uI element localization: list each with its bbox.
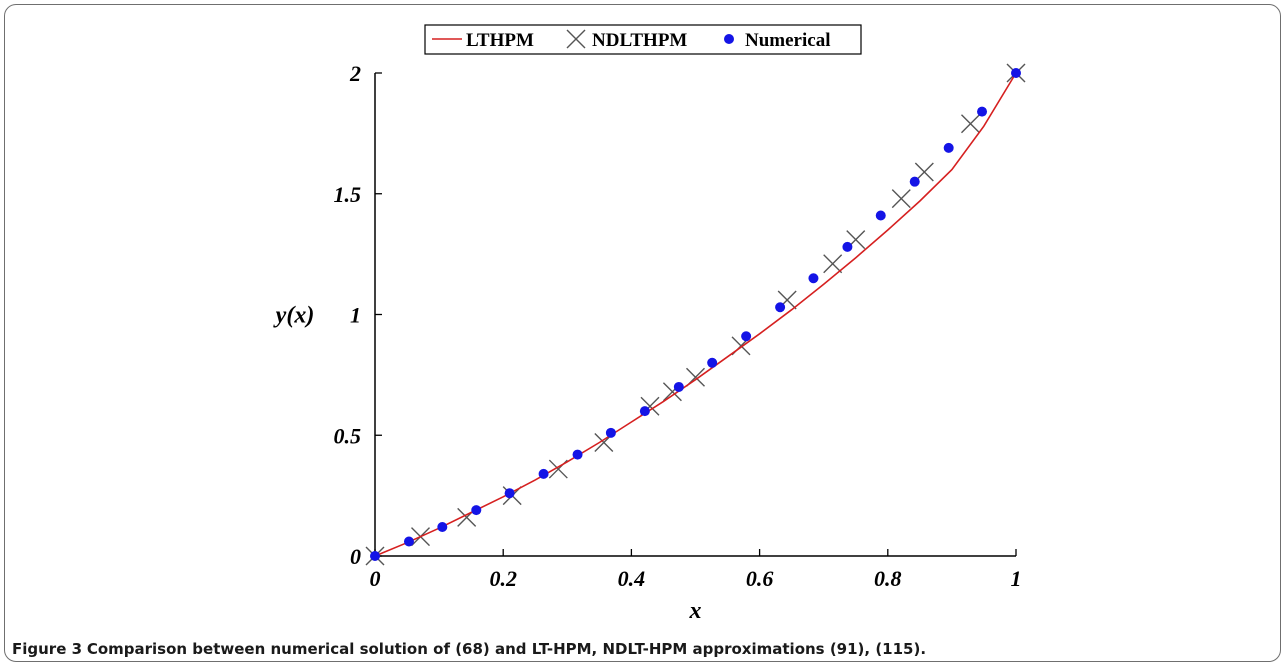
- chart-legend: LTHPM NDLTHPM Numerical: [424, 24, 862, 55]
- legend-point-swatch: [724, 34, 734, 44]
- ndlthpm-marker: [960, 114, 980, 134]
- series-numerical: [370, 68, 1021, 561]
- x-tick-label: 0.2: [489, 566, 517, 591]
- x-axis-label: x: [689, 598, 702, 624]
- lthpm-line: [374, 72, 1017, 557]
- numerical-point: [943, 142, 954, 153]
- figure-frame: [4, 4, 1281, 662]
- legend-label-ndlthpm: NDLTHPM: [592, 30, 687, 51]
- x-tick-label: 0.6: [746, 566, 774, 591]
- y-tick-label: 0: [350, 544, 361, 569]
- y-tick-label: 2: [349, 61, 361, 86]
- chart-series-layer: [365, 63, 1026, 566]
- x-tick-label: 1: [1011, 566, 1022, 591]
- numerical-point: [471, 505, 482, 516]
- numerical-point: [741, 331, 752, 342]
- numerical-point: [909, 176, 920, 187]
- ndlthpm-marker: [823, 254, 843, 274]
- numerical-point: [504, 488, 515, 499]
- legend-box: [424, 24, 862, 55]
- y-tick-label: 1: [350, 303, 361, 328]
- numerical-point: [572, 449, 583, 460]
- series-ndlthpm: [365, 63, 1026, 566]
- x-tick-label: 0: [370, 566, 381, 591]
- y-tick-label: 0.5: [334, 423, 362, 448]
- numerical-point: [605, 427, 616, 438]
- legend-label-numerical: Numerical: [745, 30, 830, 51]
- cross-stroke: [566, 29, 586, 49]
- legend-label-lthpm: LTHPM: [466, 30, 534, 51]
- chart-plot: 0 0.2 0.4 0.6 0.8 1 0 0.5 1 1.5 2 x y(x) LTHPM NDLTHP…: [273, 24, 1026, 624]
- numerical-point: [977, 106, 988, 117]
- series-lthpm: [374, 72, 1017, 557]
- cross-stroke: [823, 254, 843, 274]
- numerical-point: [538, 468, 549, 479]
- y-axis-label: y(x): [273, 303, 315, 329]
- numerical-point: [673, 381, 684, 392]
- ndlthpm-marker: [914, 162, 934, 182]
- x-tick-label: 0.4: [618, 566, 646, 591]
- numerical-point: [842, 241, 853, 252]
- numerical-point: [1011, 68, 1021, 78]
- numerical-point: [808, 273, 819, 284]
- numerical-point: [370, 551, 380, 561]
- numerical-point: [875, 210, 886, 221]
- numerical-point: [707, 357, 718, 368]
- ndlthpm-marker: [891, 189, 911, 209]
- cross-stroke: [891, 189, 911, 209]
- caption-label: Figure 3: [12, 640, 83, 658]
- numerical-point: [437, 522, 448, 533]
- numerical-point: [775, 302, 786, 313]
- numerical-point: [403, 536, 414, 547]
- cross-stroke: [914, 162, 934, 182]
- numerical-point: [639, 406, 650, 417]
- cross-stroke: [960, 114, 980, 134]
- figure-caption: Figure 3 Comparison between numerical so…: [12, 640, 1272, 658]
- legend-cross-swatch: [566, 29, 586, 49]
- caption-text: Comparison between numerical solution of…: [86, 640, 927, 658]
- x-tick-label: 0.8: [874, 566, 902, 591]
- y-tick-label: 1.5: [334, 182, 362, 207]
- chart-axes: 0 0.2 0.4 0.6 0.8 1 0 0.5 1 1.5 2 x y(x): [273, 61, 1022, 624]
